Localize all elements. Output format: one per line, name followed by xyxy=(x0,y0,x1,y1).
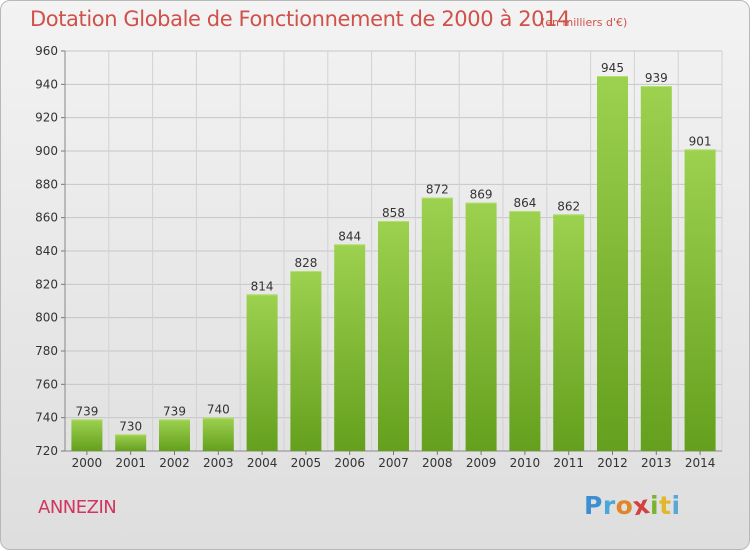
bar-value-label: 869 xyxy=(470,188,493,202)
bar-value-label: 814 xyxy=(251,279,274,293)
y-tick-label: 880 xyxy=(35,177,58,191)
bar-value-label: 740 xyxy=(207,403,230,417)
bar xyxy=(115,434,147,451)
chart-subtitle: (en milliers d'€) xyxy=(541,16,628,29)
bar xyxy=(378,221,409,451)
x-tick-label: 2001 xyxy=(115,456,146,470)
x-tick-label: 2012 xyxy=(597,456,628,470)
bars xyxy=(71,76,716,452)
x-tick-label: 2011 xyxy=(553,456,584,470)
x-tick-label: 2003 xyxy=(203,456,234,470)
x-tick-label: 2013 xyxy=(641,456,672,470)
bar xyxy=(640,86,672,451)
bar xyxy=(684,149,716,452)
bar xyxy=(509,211,541,451)
x-tick-labels: 2000 2001 2002 2003 2004 2005 2006 2007 2008 2009… xyxy=(72,456,716,470)
y-tick-label: 840 xyxy=(35,244,58,258)
bar-value-label: 858 xyxy=(382,206,405,220)
bar xyxy=(421,197,453,451)
bar-value-label: 872 xyxy=(426,183,449,197)
y-tick-label: 940 xyxy=(35,77,58,91)
bar xyxy=(465,202,497,451)
bar-value-label: 739 xyxy=(163,404,186,418)
y-tick-label: 920 xyxy=(35,111,58,125)
bar xyxy=(246,294,278,451)
chart-title: Dotation Globale de Fonctionnement de 20… xyxy=(30,7,571,31)
bar xyxy=(159,419,190,451)
commune-name: ANNEZIN xyxy=(38,497,117,518)
x-tick-label: 2008 xyxy=(422,456,453,470)
bar-value-label: 844 xyxy=(338,229,361,243)
x-tick-label: 2010 xyxy=(510,456,541,470)
y-tick-labels: 720 740 760 780 800 820 840 860 880 900 920 940 960 xyxy=(35,44,58,458)
bar xyxy=(202,417,234,451)
x-tick-label: 2009 xyxy=(466,456,497,470)
y-tick-label: 720 xyxy=(35,444,58,458)
x-tick-label: 2006 xyxy=(334,456,365,470)
y-tick-label: 760 xyxy=(35,377,58,391)
y-tick-label: 960 xyxy=(35,44,58,58)
bar-value-label: 739 xyxy=(75,404,98,418)
bar-value-label: 945 xyxy=(601,61,624,75)
bar xyxy=(597,76,628,451)
bar-value-label: 730 xyxy=(119,419,142,433)
x-tick-label: 2007 xyxy=(378,456,409,470)
x-tick-label: 2014 xyxy=(685,456,716,470)
bar xyxy=(290,271,322,451)
bar xyxy=(553,214,585,451)
x-tick-label: 2000 xyxy=(72,456,103,470)
bar-value-label: 862 xyxy=(557,199,580,213)
bar-value-label: 939 xyxy=(645,71,668,85)
y-tick-label: 780 xyxy=(35,344,58,358)
y-tick-label: 800 xyxy=(35,311,58,325)
proxiti-logo: Proxiti xyxy=(584,489,681,522)
bar xyxy=(334,244,366,451)
y-tick-label: 860 xyxy=(35,211,58,225)
bar-value-label: 828 xyxy=(294,256,317,270)
x-tick-label: 2005 xyxy=(291,456,322,470)
bar-value-label: 901 xyxy=(689,134,712,148)
x-tick-label: 2004 xyxy=(247,456,278,470)
y-tick-label: 820 xyxy=(35,277,58,291)
data-labels: 739 730 739 740 814 828 844 858 872 869 864 862 945 9… xyxy=(75,61,711,433)
x-tick-label: 2002 xyxy=(159,456,190,470)
bar xyxy=(71,419,103,451)
y-tick-label: 740 xyxy=(35,411,58,425)
y-tick-label: 900 xyxy=(35,144,58,158)
bar-value-label: 864 xyxy=(513,196,536,210)
